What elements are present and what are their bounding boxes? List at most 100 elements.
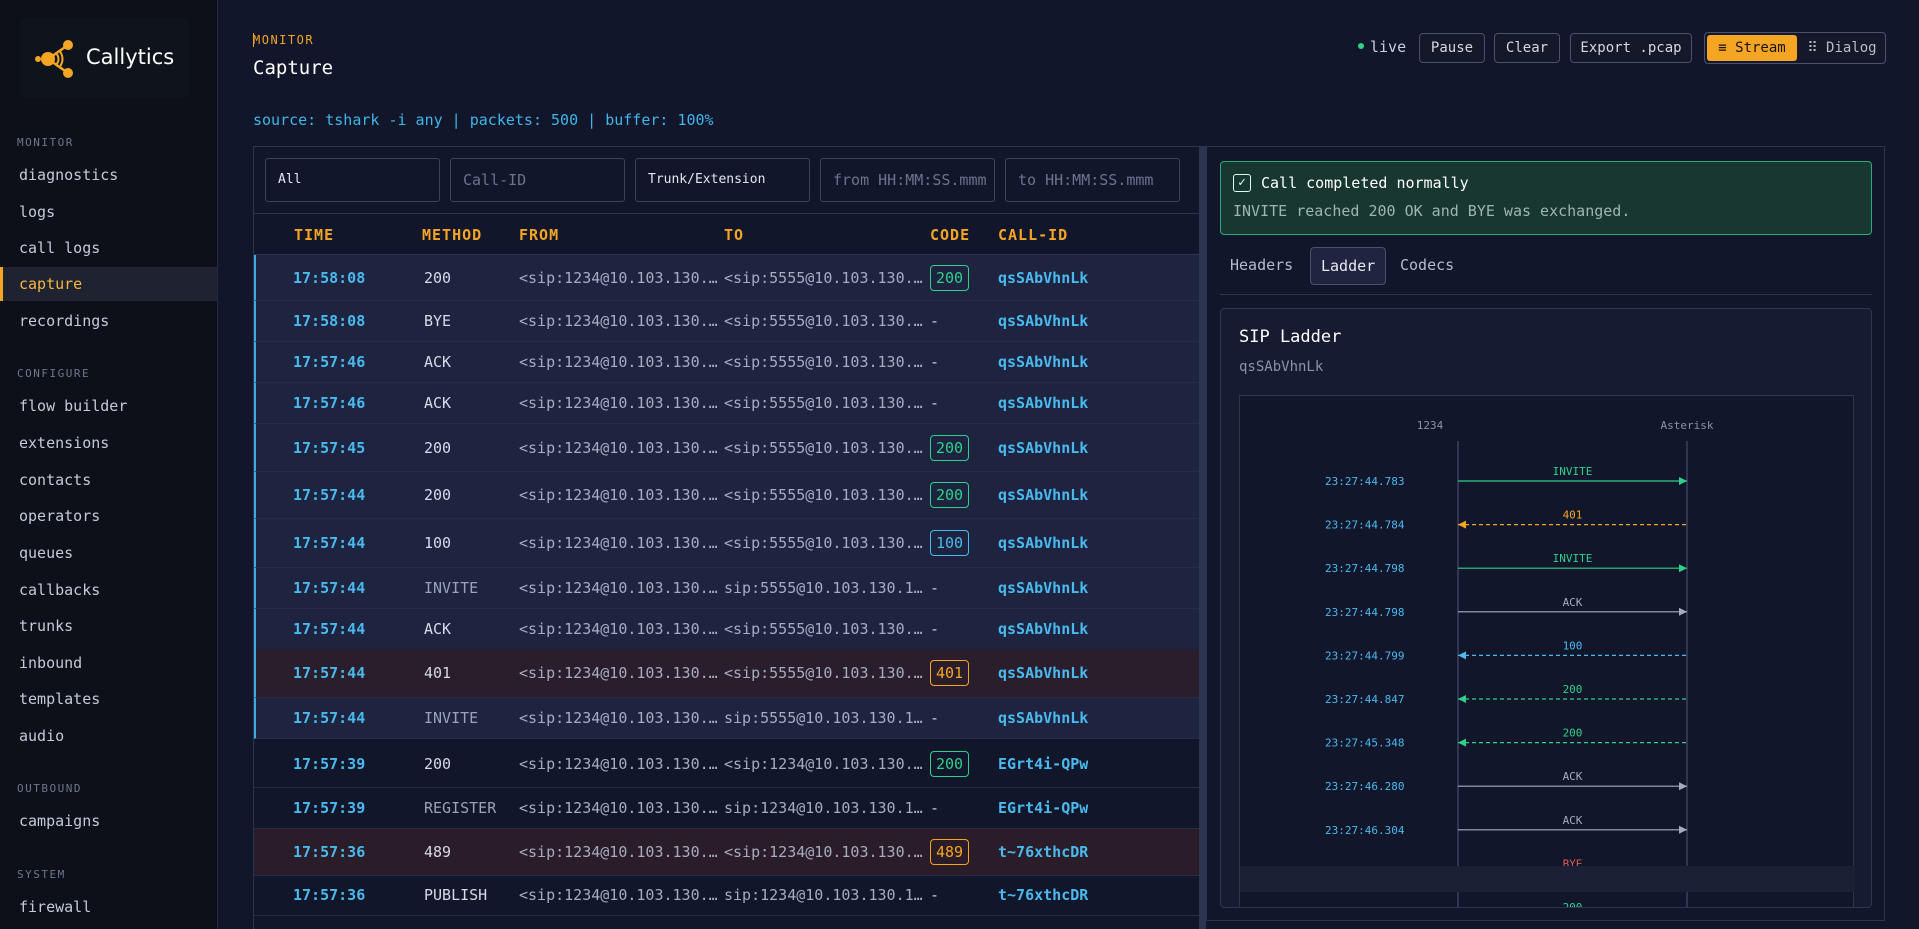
call-status-alert: ✓ Call completed normally INVITE reached… bbox=[1220, 161, 1872, 235]
sidebar-item-queues[interactable]: queues bbox=[19, 544, 74, 562]
sidebar-item-callbacks[interactable]: callbacks bbox=[19, 581, 101, 599]
cell-to: sip:5555@10.103.130.170 bbox=[724, 709, 924, 727]
sidebar-item-logs[interactable]: logs bbox=[19, 203, 56, 221]
status-badge: 489 bbox=[930, 839, 970, 865]
cell-method: INVITE bbox=[424, 579, 479, 597]
ladder-party-right: Asterisk bbox=[1661, 419, 1714, 432]
check-icon: ✓ bbox=[1233, 174, 1251, 192]
column-header-call-id[interactable]: CALL-ID bbox=[998, 226, 1069, 244]
cell-call-id: EGrt4i-QPw bbox=[998, 755, 1089, 773]
sidebar-item-firewall[interactable]: firewall bbox=[19, 898, 92, 916]
ladder-arrowhead bbox=[1458, 695, 1466, 703]
table-row[interactable]: 17:57:45 200 <sip:1234@10.103.130.170> <sip… bbox=[254, 424, 1199, 472]
sidebar-item-diagnostics[interactable]: diagnostics bbox=[19, 166, 119, 184]
ladder-message-time: 23:27:46.304 bbox=[1325, 824, 1405, 837]
pause-button[interactable]: Pause bbox=[1419, 33, 1485, 63]
cell-from: <sip:1234@10.103.130.170> bbox=[519, 438, 719, 457]
sidebar-item-audio[interactable]: audio bbox=[19, 727, 65, 745]
cell-call-id: qsSAbVhnLk bbox=[998, 268, 1089, 287]
status-badge: 200 bbox=[930, 751, 970, 777]
from-time-filter-input[interactable]: from HH:MM:SS.mmm bbox=[820, 158, 995, 202]
to-time-filter-input[interactable]: to HH:MM:SS.mmm bbox=[1005, 158, 1180, 202]
cell-time: 17:57:39 bbox=[293, 755, 366, 773]
table-row[interactable]: 17:57:46 ACK <sip:1234@10.103.130.170> <sip… bbox=[254, 342, 1199, 383]
tab-codecs[interactable]: Codecs bbox=[1400, 256, 1455, 274]
trunk-extension-filter-select[interactable]: Trunk/Extension bbox=[635, 158, 810, 202]
sidebar-item-operators[interactable]: operators bbox=[19, 507, 101, 525]
status-badge: 100 bbox=[930, 530, 970, 556]
cell-code: - bbox=[930, 312, 940, 330]
tab-ladder[interactable]: Ladder bbox=[1310, 247, 1387, 285]
page-scrollbar[interactable] bbox=[1902, 0, 1919, 929]
sip-ladder-card: SIP Ladder qsSAbVhnLk 1234 Asterisk 23:27:… bbox=[1220, 308, 1872, 908]
sidebar-item-trunks[interactable]: trunks bbox=[19, 617, 74, 635]
sidebar-item-call-logs[interactable]: call logs bbox=[19, 239, 101, 257]
cell-method: 200 bbox=[424, 438, 452, 457]
table-row[interactable]: 17:57:44 100 <sip:1234@10.103.130.170> <sip… bbox=[254, 519, 1199, 568]
cell-time: 17:57:39 bbox=[293, 799, 366, 817]
ladder-party-left: 1234 bbox=[1417, 419, 1444, 432]
panel-resize-handle[interactable] bbox=[1200, 146, 1206, 929]
dialog-view-button[interactable]: ⠿ Dialog bbox=[1807, 40, 1877, 56]
cell-code: - bbox=[930, 709, 940, 727]
column-header-to[interactable]: TO bbox=[724, 226, 745, 244]
tab-headers[interactable]: Headers bbox=[1230, 256, 1294, 274]
cell-time: 17:57:44 bbox=[293, 664, 366, 682]
table-row[interactable]: 17:57:44 200 <sip:1234@10.103.130.170> <sip… bbox=[254, 472, 1199, 519]
column-header-from[interactable]: FROM bbox=[519, 226, 560, 244]
table-row[interactable]: 17:57:44 401 <sip:1234@10.103.130.170> <sip… bbox=[254, 649, 1199, 698]
cell-method: 200 bbox=[424, 486, 452, 504]
cell-to: sip:1234@10.103.130.170 bbox=[724, 886, 924, 904]
callytics-logo-icon bbox=[35, 40, 73, 78]
ladder-arrowhead bbox=[1458, 651, 1466, 660]
cell-code: 200 bbox=[930, 264, 970, 291]
cell-call-id: EGrt4i-QPw bbox=[998, 799, 1089, 817]
column-header-method[interactable]: METHOD bbox=[422, 226, 483, 244]
ladder-message-label: 200 bbox=[1563, 727, 1583, 740]
cell-method: 100 bbox=[424, 534, 452, 552]
sidebar-item-contacts[interactable]: contacts bbox=[19, 471, 92, 489]
logo[interactable]: Callytics bbox=[20, 18, 190, 98]
ladder-diagram[interactable]: 1234 Asterisk 23:27:44.783 INVITE 23:27:44.7… bbox=[1239, 395, 1855, 907]
cell-to: <sip:5555@10.103.130.170> bbox=[724, 312, 924, 330]
cell-method: 489 bbox=[424, 843, 452, 861]
sidebar-item-recordings[interactable]: recordings bbox=[19, 312, 110, 330]
sidebar-section-configure: CONFIGURE bbox=[17, 367, 91, 380]
sidebar-item-templates[interactable]: templates bbox=[19, 690, 101, 708]
cell-time: 17:57:36 bbox=[293, 843, 366, 861]
stream-view-button[interactable]: ≡ Stream bbox=[1707, 35, 1797, 61]
sidebar-section-system: SYSTEM bbox=[17, 868, 66, 881]
export-pcap-button[interactable]: Export .pcap bbox=[1570, 33, 1692, 63]
ladder-message-time: 23:27:44.783 bbox=[1325, 475, 1404, 488]
cell-code: - bbox=[930, 353, 940, 371]
table-row[interactable]: 17:57:39 REGISTER <sip:1234@10.103.130.170… bbox=[254, 788, 1199, 829]
ladder-message-label: 200 bbox=[1563, 683, 1583, 696]
sidebar-item-campaigns[interactable]: campaigns bbox=[19, 812, 101, 830]
cell-from: <sip:1234@10.103.130.170> bbox=[519, 620, 719, 638]
table-row[interactable]: 17:57:36 PUBLISH <sip:1234@10.103.130.170>… bbox=[254, 875, 1199, 916]
callid-filter-input[interactable]: Call-ID bbox=[450, 158, 625, 202]
cell-method: BYE bbox=[424, 312, 452, 330]
tab-divider bbox=[1220, 294, 1872, 295]
table-row[interactable]: 17:57:46 ACK <sip:1234@10.103.130.170> <sip… bbox=[254, 383, 1199, 424]
table-row[interactable]: 17:57:44 INVITE <sip:1234@10.103.130.170> s… bbox=[254, 568, 1199, 609]
sidebar-item-flow-builder[interactable]: flow builder bbox=[19, 397, 128, 415]
table-row[interactable]: 17:57:39 200 <sip:1234@10.103.130.170> <sip… bbox=[254, 741, 1199, 788]
table-row[interactable]: 17:58:08 200 <sip:1234@10.103.130.170> <sip… bbox=[254, 255, 1199, 301]
sidebar-item-inbound[interactable]: inbound bbox=[19, 654, 83, 672]
method-filter-select[interactable]: All bbox=[265, 158, 440, 202]
ladder-arrowhead bbox=[1458, 520, 1466, 529]
ladder-message-time: 23:27:46.280 bbox=[1325, 780, 1404, 793]
clear-button[interactable]: Clear bbox=[1494, 33, 1560, 63]
column-header-time[interactable]: TIME bbox=[294, 226, 335, 244]
table-row[interactable]: 17:57:36 489 <sip:1234@10.103.130.170> <sip… bbox=[254, 829, 1199, 876]
column-header-code[interactable]: CODE bbox=[930, 226, 971, 244]
sidebar-item-extensions[interactable]: extensions bbox=[19, 434, 110, 452]
table-header: TIME METHOD FROM TO CODE CALL-ID bbox=[254, 213, 1199, 255]
table-row[interactable]: 17:57:44 INVITE <sip:1234@10.103.130.170> s… bbox=[254, 698, 1199, 739]
sidebar-item-capture[interactable]: capture bbox=[0, 267, 217, 301]
table-row[interactable]: 17:57:44 ACK <sip:1234@10.103.130.170> <sip… bbox=[254, 609, 1199, 650]
table-row[interactable]: 17:58:08 BYE <sip:1234@10.103.130.170> <sip… bbox=[254, 301, 1199, 342]
cell-code: - bbox=[930, 886, 940, 904]
cell-call-id: qsSAbVhnLk bbox=[998, 579, 1089, 597]
